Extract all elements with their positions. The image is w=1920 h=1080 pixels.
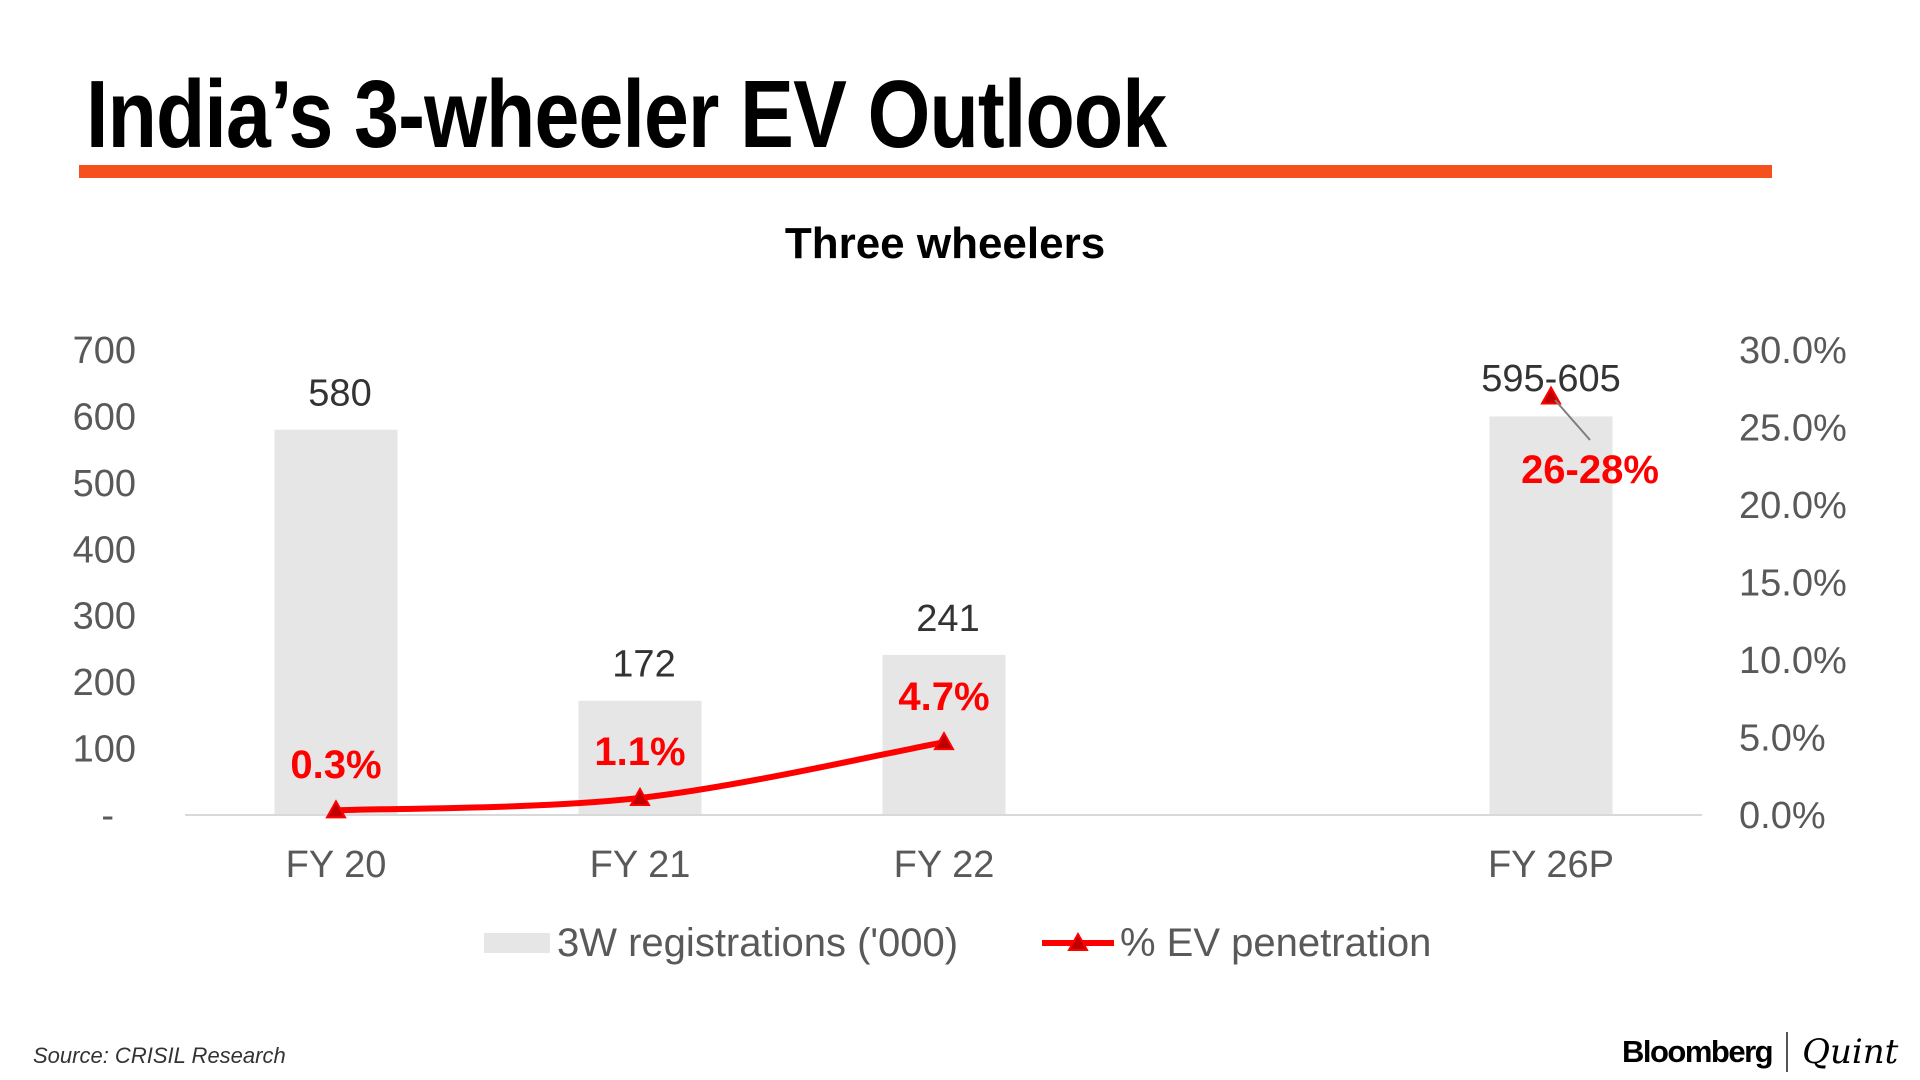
left-axis-tick: 400 (73, 529, 136, 571)
left-axis-tick: 300 (73, 596, 136, 638)
bloomberg-quint-logo: Bloomberg Quint (1622, 1032, 1898, 1072)
line-data-label: 1.1% (594, 730, 685, 774)
right-axis-tick: 0.0% (1739, 795, 1826, 837)
left-axis-tick: 600 (73, 396, 136, 438)
category-label: FY 20 (286, 844, 387, 886)
leader-line (1554, 399, 1591, 441)
bar-data-label: 172 (612, 644, 675, 686)
category-label: FY 21 (590, 844, 691, 886)
chart: Three wheelers - 100 200 300 400 500 600 700 0.0%… (73, 219, 1847, 965)
line-marker (1067, 931, 1089, 951)
right-axis-tick: 5.0% (1739, 718, 1826, 760)
legend-label-bars: 3W registrations ('000) (557, 921, 958, 965)
category-label: FY 26P (1488, 844, 1614, 886)
left-axis-tick: - (101, 795, 114, 837)
line-marker (629, 786, 651, 806)
left-axis-tick: 100 (73, 729, 136, 771)
line-data-label: 4.7% (898, 675, 989, 719)
logo-divider (1786, 1032, 1789, 1072)
source-note: Source: CRISIL Research (33, 1043, 286, 1068)
right-axis-tick: 20.0% (1739, 485, 1847, 527)
right-axis-tick: 10.0% (1739, 640, 1847, 682)
line-marker (325, 799, 347, 819)
category-label: FY 22 (894, 844, 995, 886)
right-axis-tick: 25.0% (1739, 408, 1847, 450)
logo-quint: Quint (1802, 1032, 1899, 1072)
left-axis-tick: 200 (73, 662, 136, 704)
right-axis-tick: 30.0% (1739, 330, 1847, 372)
line-marker (1540, 385, 1562, 405)
right-axis-tick: 15.0% (1739, 563, 1847, 605)
left-axis-tick: 700 (73, 330, 136, 372)
chart-title: Three wheelers (785, 219, 1105, 268)
page-title: India’s 3-wheeler EV Outlook (86, 61, 1167, 168)
legend-swatch-bars (484, 933, 550, 953)
line-data-label: 0.3% (290, 743, 381, 787)
left-axis-tick: 500 (73, 463, 136, 505)
title-underline (79, 165, 1772, 178)
bar (274, 429, 398, 815)
bar-data-label: 580 (308, 373, 371, 415)
bar (1489, 416, 1613, 815)
legend-label-line: % EV penetration (1120, 921, 1431, 965)
line-marker (933, 731, 955, 751)
line-data-label: 26-28% (1521, 448, 1659, 492)
bar-data-label: 241 (916, 598, 979, 640)
logo-bloomberg: Bloomberg (1622, 1034, 1774, 1069)
